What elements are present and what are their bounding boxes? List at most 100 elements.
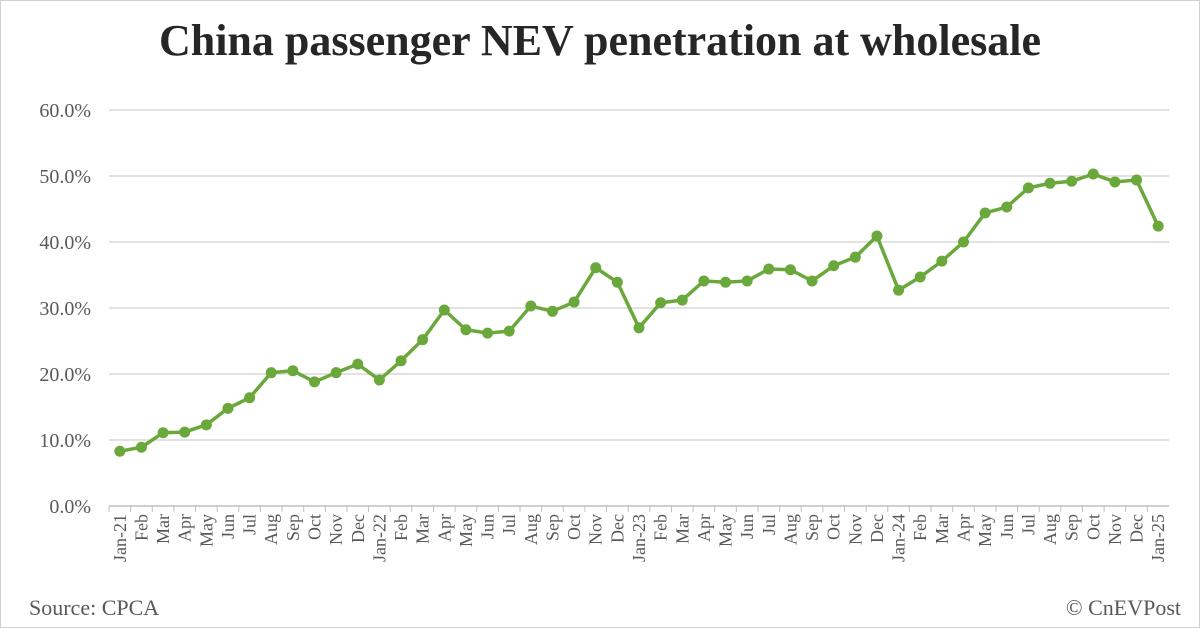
data-point [633,322,645,334]
x-tick-label: Jan-23 [629,514,649,562]
x-tick-label: Apr [694,514,714,542]
data-point [482,327,494,339]
data-point [1001,201,1013,213]
data-point [979,207,991,219]
data-point [849,251,861,263]
data-point [698,275,710,287]
x-tick-label: Jul [1018,514,1038,535]
x-tick-label: Mar [153,514,173,544]
chart-title: China passenger NEV penetration at whole… [158,16,1042,65]
data-point [525,300,537,312]
data-point [1022,182,1034,194]
x-tick-label: Aug [1040,514,1060,545]
data-point [1087,168,1099,180]
x-tick-label: Jun [218,514,238,539]
data-point [763,263,775,275]
x-tick-label: Dec [1127,514,1147,543]
series-line [119,172,1160,453]
data-point [373,374,385,386]
x-tick-label: Aug [521,514,541,545]
data-point [135,441,147,453]
x-tick-label: Feb [910,514,930,541]
data-point [460,324,472,336]
data-point [244,392,256,404]
data-point [179,426,191,438]
x-tick-label: Jan-22 [369,514,389,562]
data-point [1152,220,1164,232]
x-tick-label: Aug [261,514,281,545]
data-point [611,276,623,288]
data-point [1109,176,1121,188]
x-tick-label: Oct [305,514,325,540]
y-tick-label: 10.0% [39,430,91,452]
x-tick-label: Sep [283,514,303,541]
x-tick-label: Jan-24 [889,514,909,562]
data-point [655,297,667,309]
x-tick-label: May [196,514,216,547]
y-tick-label: 0.0% [49,496,91,518]
data-point [287,365,299,377]
x-tick-label: Jul [759,514,779,535]
x-tick-label: Dec [348,514,368,543]
data-point [806,275,818,287]
data-point [222,402,234,414]
y-tick-label: 40.0% [39,232,91,254]
x-tick-label: Oct [564,514,584,540]
data-point [1044,177,1056,189]
x-tick-label: Jan-25 [1148,514,1168,562]
x-tick-label: Apr [434,514,454,542]
data-point [330,367,342,379]
x-tick-label: Oct [824,514,844,540]
y-tick-label: 30.0% [39,298,91,320]
data-point [1066,175,1078,187]
x-tick-label: Dec [867,514,887,543]
x-tick-label: Feb [131,514,151,541]
x-tick-label: Jul [240,514,260,535]
data-point [676,294,688,306]
x-tick-label: Sep [542,514,562,541]
x-tick-label: Sep [1062,514,1082,541]
x-tick-label: Feb [651,514,671,541]
x-tick-label: Jun [478,514,498,539]
data-point [417,334,429,346]
x-tick-label: Jul [499,514,519,535]
x-tick-label: Mar [672,514,692,544]
data-point [157,427,169,439]
x-tick-label: Mar [932,514,952,544]
x-tick-label: Nov [586,514,606,545]
x-tick-label: Dec [607,514,627,543]
x-tick-label: May [456,514,476,547]
data-point [784,264,796,276]
x-tick-label: Apr [953,514,973,542]
data-point [395,355,407,367]
data-point [828,260,840,272]
y-tick-label: 50.0% [39,166,91,188]
data-point [741,275,753,287]
x-tick-label: Nov [326,514,346,545]
data-point [309,376,321,388]
data-point [720,276,732,288]
data-point [546,305,558,317]
copyright-credit: © CnEVPost [1065,595,1181,620]
x-tick-label: Aug [780,514,800,545]
data-point [438,304,450,316]
data-point [871,230,883,242]
x-tick-label: May [716,514,736,547]
data-point [1131,174,1143,186]
x-tick-label: Jan-21 [110,514,130,562]
x-tick-label: Nov [845,514,865,545]
data-point [352,358,364,370]
data-point [936,255,948,267]
data-point [568,296,580,308]
x-tick-label: Oct [1083,514,1103,540]
x-tick-label: Feb [391,514,411,541]
data-point [914,271,926,283]
x-tick-label: Jun [737,514,757,539]
source-note: Source: CPCA [29,595,160,620]
y-tick-label: 20.0% [39,364,91,386]
y-tick-label: 60.0% [39,100,91,122]
data-point [503,325,515,337]
data-point [200,419,212,431]
